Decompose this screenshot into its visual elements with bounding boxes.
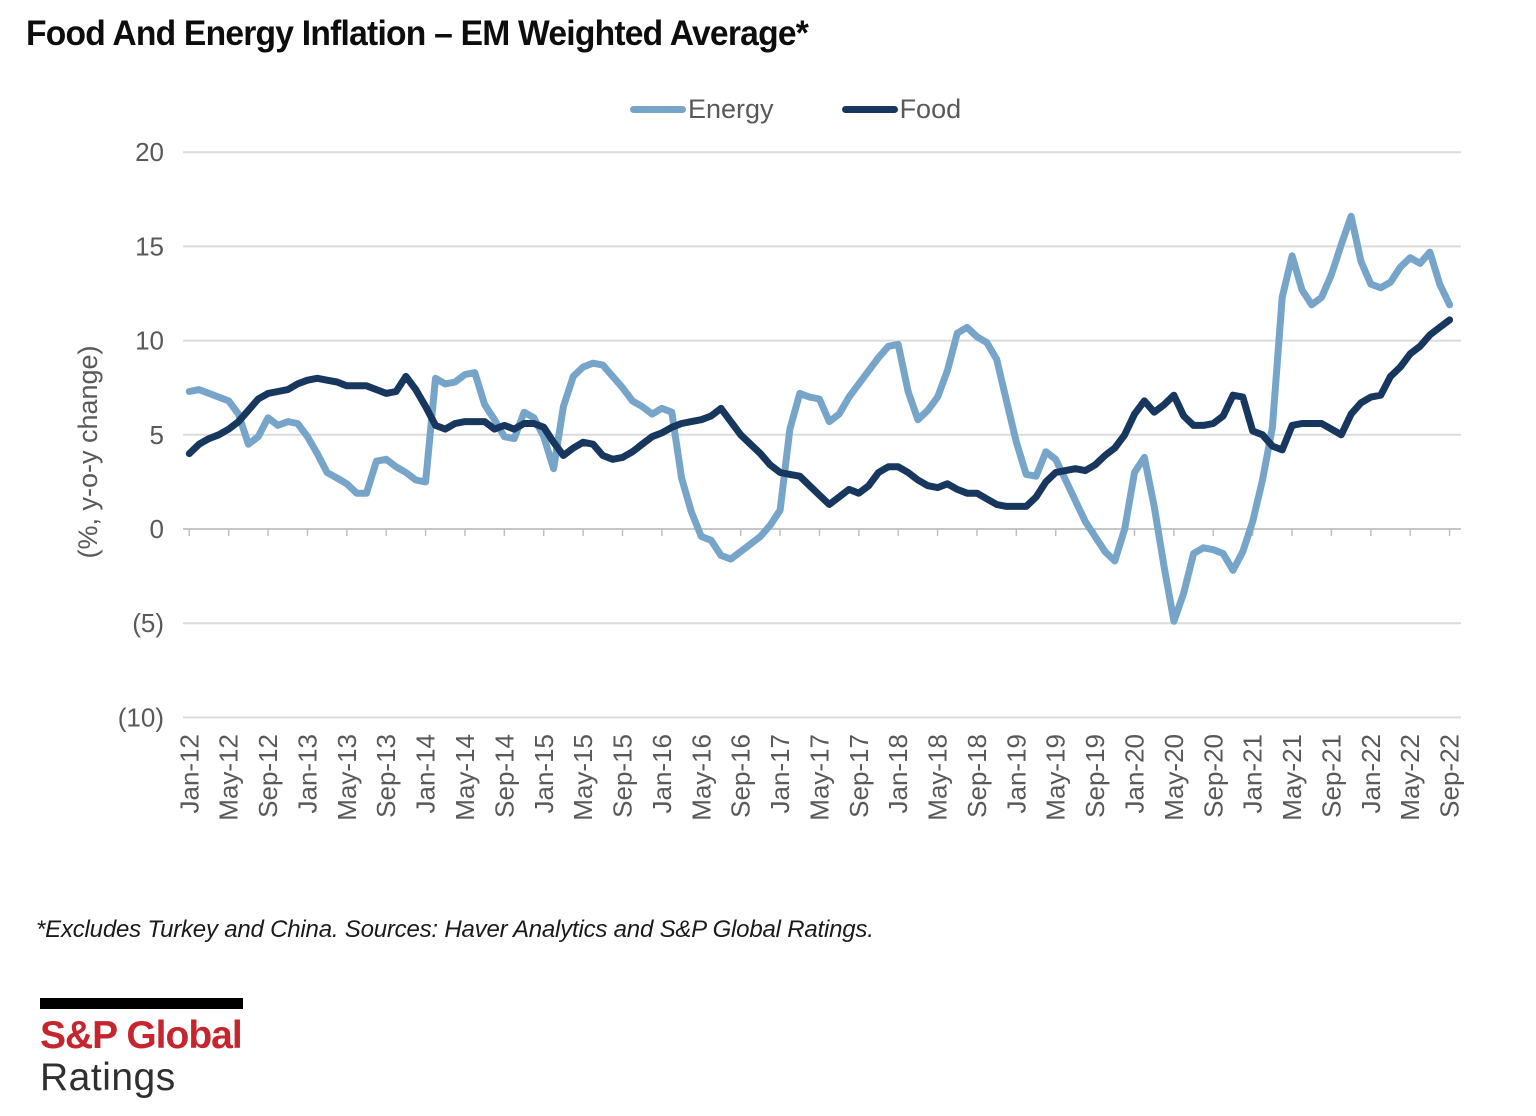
- x-tick-label: May-12: [214, 734, 244, 821]
- y-tick-label: 15: [135, 231, 164, 261]
- energy-line-swatch-icon: [630, 106, 686, 113]
- x-tick-label: Sep-22: [1435, 734, 1465, 818]
- x-tick-label: Jan-18: [883, 734, 913, 814]
- x-tick-label: May-19: [1041, 734, 1071, 821]
- x-tick-label: Sep-17: [844, 734, 874, 818]
- legend-item-food: Food: [841, 94, 962, 125]
- x-tick-label: Jan-17: [765, 734, 795, 814]
- x-tick-label: Sep-16: [726, 734, 756, 818]
- x-tick-label: Jan-21: [1238, 734, 1268, 814]
- food-line: [185, 316, 1454, 510]
- x-tick-label: Jan-12: [174, 734, 204, 814]
- y-tick-label: 10: [135, 326, 164, 356]
- x-tick-label: May-14: [450, 734, 480, 821]
- x-tick-label: Jan-22: [1356, 734, 1386, 814]
- inflation-line-chart: 20 15 10 5 0 (5) (10) Jan-12 May-12 Sep-12 Jan-13 M…: [73, 137, 1465, 821]
- logo-bar: [40, 998, 243, 1009]
- x-tick-label: May-20: [1159, 734, 1189, 821]
- x-tick-label: Sep-12: [253, 734, 283, 818]
- x-tick-label: May-17: [804, 734, 834, 821]
- legend-label-food: Food: [899, 94, 962, 124]
- x-tick-label: May-13: [332, 734, 362, 821]
- x-tick-label: Jan-15: [529, 734, 559, 814]
- page-title: Food And Energy Inflation – EM Weighted …: [26, 14, 809, 53]
- x-tick-label: Sep-18: [962, 734, 992, 818]
- y-axis-title: (%, y-o-y change): [73, 345, 103, 558]
- x-tick-label: May-16: [686, 734, 716, 821]
- x-tick-label: Jan-13: [292, 734, 322, 814]
- food-line-swatch-icon: [841, 106, 898, 113]
- energy-line: [185, 212, 1454, 625]
- x-tick-label: Jan-19: [1001, 734, 1031, 814]
- legend-item-energy: Energy: [630, 94, 774, 125]
- x-tick-label: Jan-14: [411, 734, 441, 814]
- x-tick-label: May-22: [1395, 734, 1425, 821]
- x-tick-label: Sep-15: [608, 734, 638, 818]
- y-tick-label: 0: [150, 514, 164, 544]
- logo-brand-text: S&P Global: [40, 1014, 243, 1057]
- x-tick-label: Sep-19: [1080, 734, 1110, 818]
- x-tick-label: May-15: [568, 734, 598, 821]
- y-tick-label: 5: [150, 420, 164, 450]
- logo-division-text: Ratings: [40, 1056, 176, 1100]
- x-tick-label: Jan-20: [1120, 734, 1150, 814]
- chart-legend: Energy Food: [630, 94, 1029, 125]
- y-tick-label: 20: [135, 137, 164, 167]
- footnote: *Excludes Turkey and China. Sources: Hav…: [36, 916, 874, 943]
- x-tick-label: May-21: [1277, 734, 1307, 821]
- sp-global-ratings-logo: S&P Global Ratings: [40, 998, 243, 1099]
- y-tick-label: (10): [118, 702, 164, 732]
- x-tick-label: Sep-20: [1198, 734, 1228, 818]
- y-tick-label: (5): [132, 608, 164, 638]
- legend-label-energy: Energy: [688, 94, 774, 124]
- x-tick-label: Jan-16: [647, 734, 677, 814]
- x-tick-label: Sep-21: [1316, 734, 1346, 818]
- x-tick-label: Sep-14: [489, 734, 519, 818]
- x-tick-label: Sep-13: [371, 734, 401, 818]
- x-tick-label: May-18: [923, 734, 953, 821]
